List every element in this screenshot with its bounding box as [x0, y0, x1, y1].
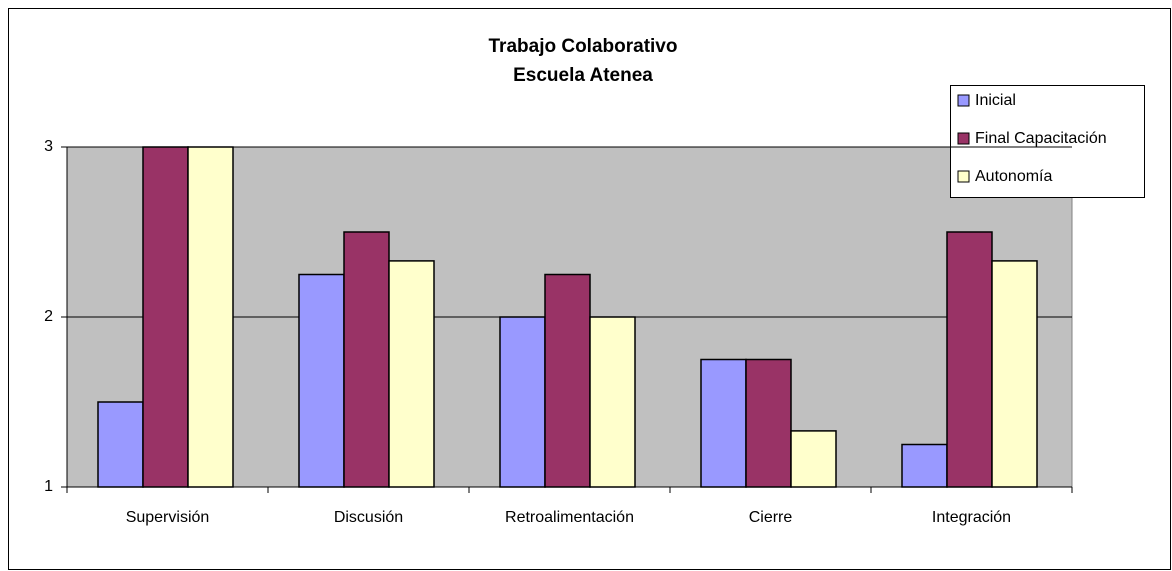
chart-subtitle: Escuela Atenea — [513, 65, 653, 86]
bar — [343, 231, 390, 488]
x-tick-label: Discusión — [334, 509, 403, 526]
x-tick-label: Integración — [932, 509, 1011, 526]
bar — [589, 316, 636, 488]
x-tick-label: Retroalimentación — [505, 509, 634, 526]
bar — [499, 316, 546, 488]
bar — [388, 260, 435, 488]
bar — [97, 401, 144, 488]
bar — [544, 273, 591, 488]
bar — [901, 443, 948, 488]
legend — [950, 85, 1145, 198]
chart-title: Trabajo Colaborativo — [489, 36, 678, 57]
legend-label: Final Capacitación — [975, 130, 1107, 147]
legend-swatch — [957, 132, 970, 145]
x-tick-label: Cierre — [749, 509, 793, 526]
bar — [700, 358, 747, 488]
legend-swatch — [957, 94, 970, 107]
bar — [946, 231, 993, 488]
bar — [745, 358, 792, 488]
legend-label: Inicial — [975, 92, 1016, 109]
bar — [187, 146, 234, 488]
y-tick-label: 2 — [44, 308, 53, 325]
legend-label: Autonomía — [975, 168, 1052, 185]
bar — [991, 260, 1038, 488]
y-tick-label: 3 — [44, 138, 53, 155]
legend-swatch — [957, 170, 970, 183]
bar — [298, 273, 345, 488]
bar — [142, 146, 189, 488]
bar — [790, 430, 837, 488]
y-tick-label: 1 — [44, 478, 53, 495]
x-tick-label: Supervisión — [126, 509, 210, 526]
